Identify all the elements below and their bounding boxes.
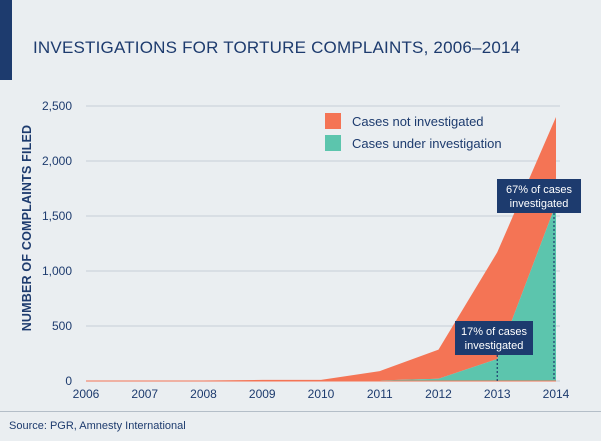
y-tick-label: 1,000 (42, 264, 72, 278)
legend: Cases not investigated Cases under invest… (325, 113, 502, 151)
chart-title: INVESTIGATIONS FOR TORTURE COMPLAINTS, 2… (33, 38, 521, 57)
callout-text: 67% of cases (506, 184, 573, 196)
x-tick-label: 2013 (484, 387, 511, 401)
callout-text: 17% of cases (461, 326, 528, 338)
x-tick-label: 2014 (543, 387, 570, 401)
legend-swatch (325, 113, 341, 129)
source-note: Source: PGR, Amnesty International (9, 420, 186, 432)
x-tick-label: 2007 (131, 387, 158, 401)
x-tick-label: 2010 (308, 387, 335, 401)
legend-label: Cases under investigation (352, 136, 502, 151)
y-tick-labels: 0 500 1,000 1,500 2,000 2,500 (42, 99, 72, 388)
y-tick-label: 0 (65, 374, 72, 388)
callout-box (497, 179, 581, 213)
y-tick-label: 500 (52, 319, 72, 333)
callout-box (455, 321, 533, 355)
callout-text: investigated (465, 340, 524, 352)
area-cases-under-investigation (86, 203, 556, 381)
y-tick-label: 2,000 (42, 154, 72, 168)
x-tick-labels: 2006 2007 2008 2009 2010 2011 2012 2013 2014 (73, 387, 570, 401)
area-series (86, 117, 556, 382)
legend-swatch (325, 135, 341, 151)
x-tick-label: 2009 (249, 387, 276, 401)
legend-label: Cases not investigated (352, 114, 484, 129)
x-tick-label: 2012 (425, 387, 452, 401)
x-tick-label: 2006 (73, 387, 100, 401)
title-accent-bar (0, 0, 12, 80)
callouts: 17% of cases investigated 67% of cases inve… (455, 179, 581, 381)
y-tick-label: 1,500 (42, 209, 72, 223)
callout-text: investigated (510, 198, 569, 210)
footer-divider (0, 411, 601, 412)
x-tick-label: 2011 (367, 387, 393, 401)
y-tick-label: 2,500 (42, 99, 72, 113)
x-tick-label: 2008 (190, 387, 217, 401)
